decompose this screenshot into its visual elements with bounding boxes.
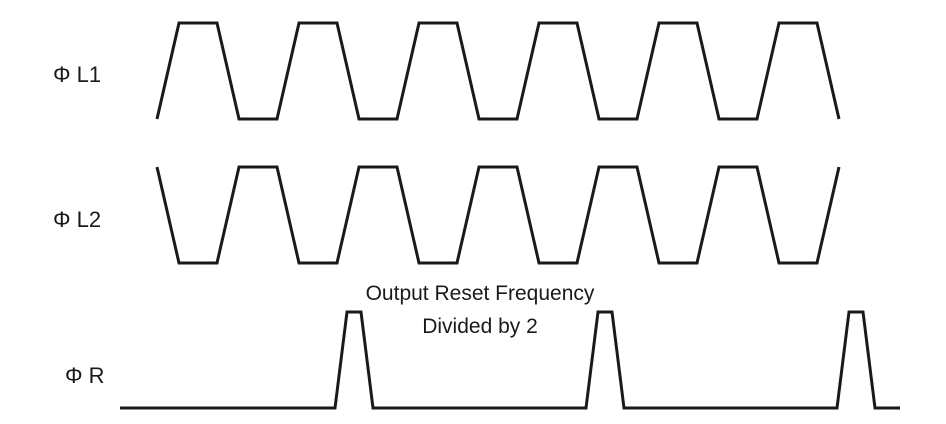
waveform-phi-l1 [155, 21, 841, 121]
signal-label-phi-l2: Φ L2 [53, 207, 101, 232]
waveform-phi-l2 [155, 165, 841, 265]
waveform-phi-r [120, 310, 900, 410]
annotation-line-1: Output Reset Frequency [366, 282, 595, 305]
annotation-line-2: Divided by 2 [422, 315, 538, 338]
signal-label-phi-l1: Φ L1 [53, 62, 101, 87]
signal-label-phi-r: Φ R [65, 363, 105, 388]
